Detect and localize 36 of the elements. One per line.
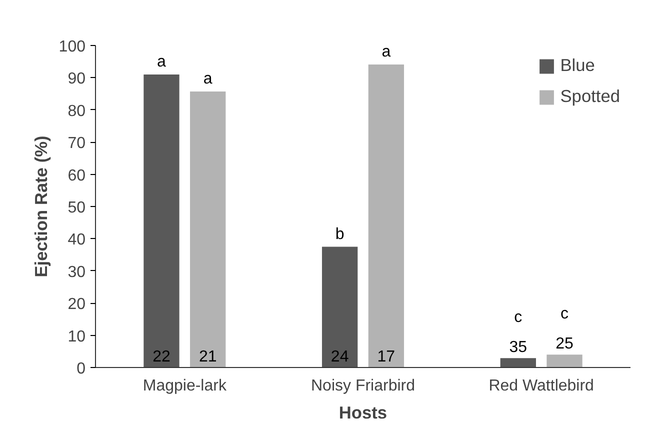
- bar: [190, 92, 226, 368]
- x-tick-label: Magpie-lark: [142, 378, 228, 394]
- annotation: 22: [152, 348, 170, 366]
- bar: [500, 358, 536, 368]
- y-tick-label: 50: [68, 200, 86, 216]
- x-axis-title: Hosts: [338, 402, 388, 422]
- y-tick-label: 90: [68, 70, 86, 88]
- bar: [368, 64, 404, 368]
- annotation: 21: [198, 348, 217, 366]
- bar: [322, 246, 358, 368]
- legend-label: Blue: [560, 55, 595, 76]
- annotation: a: [382, 44, 391, 60]
- annotation: 35: [509, 339, 528, 356]
- y-tick-label: 60: [68, 167, 86, 184]
- y-tick-label: 70: [68, 135, 86, 152]
- annotation: c: [560, 306, 569, 323]
- annotation: b: [335, 226, 344, 243]
- annotation: 24: [330, 348, 349, 366]
- bar: [144, 74, 180, 368]
- annotation: 25: [556, 336, 574, 353]
- x-tick-label: Noisy Friarbird: [310, 378, 416, 394]
- legend-label: Spotted: [560, 86, 620, 107]
- annotation: a: [157, 53, 166, 70]
- annotation: 17: [377, 348, 396, 366]
- annotation: a: [203, 70, 212, 88]
- y-tick-label: 80: [68, 102, 86, 120]
- y-tick-label: 20: [68, 296, 86, 314]
- y-tick-label: 100: [58, 38, 86, 56]
- y-tick-label: 10: [68, 328, 86, 346]
- bar: [546, 354, 582, 368]
- annotation: c: [514, 309, 522, 326]
- y-tick-label: 40: [68, 232, 86, 249]
- y-axis-title: Ejection Rate (%): [30, 136, 51, 278]
- y-tick-label: 0: [76, 360, 86, 378]
- x-tick-label: Red Wattlebird: [488, 378, 594, 394]
- y-tick-label: 30: [68, 264, 86, 281]
